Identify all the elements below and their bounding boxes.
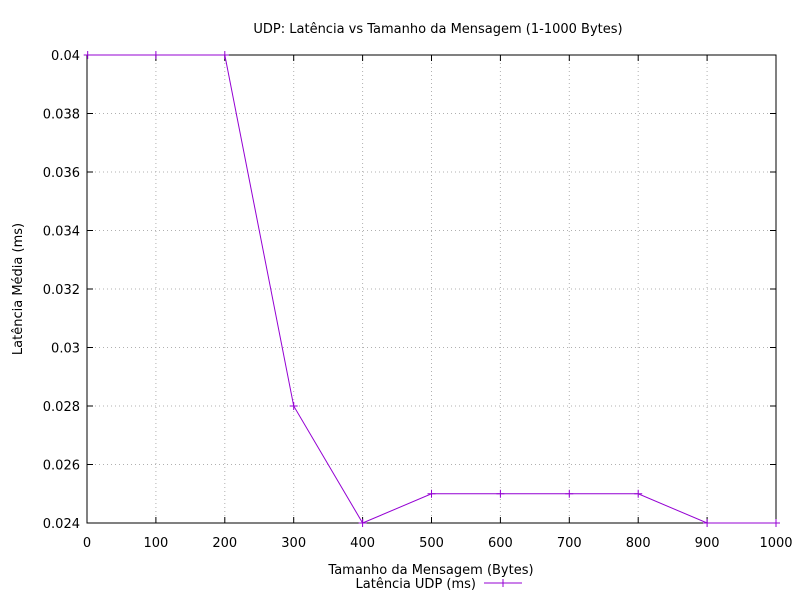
tick-labels: 0 100 200 300 400 500 600 700 800 900 1000 0.024 0.0… (43, 49, 793, 551)
y-tick-label: 0.038 (43, 108, 80, 123)
y-tick-label: 0.028 (43, 400, 80, 415)
y-tick-label: 0.036 (43, 166, 80, 181)
x-tick-label: 1000 (759, 536, 792, 551)
data-point (289, 402, 298, 410)
data-point (565, 489, 574, 498)
y-tick-label: 0.03 (51, 342, 80, 357)
y-tick-label: 0.024 (43, 517, 80, 532)
x-tick-label: 700 (557, 536, 582, 551)
data-point (496, 489, 505, 498)
x-tick-label: 800 (626, 536, 651, 551)
data-point (220, 51, 229, 59)
data-point (772, 519, 780, 527)
x-axis-title: Tamanho da Mensagem (Bytes) (327, 563, 533, 578)
legend-marker (499, 579, 507, 587)
data-point (634, 489, 643, 498)
x-tick-label: 200 (212, 536, 237, 551)
y-tick-label: 0.04 (51, 49, 80, 64)
x-tick-label: 500 (419, 536, 444, 551)
data-point (427, 489, 436, 498)
legend-label: Latência UDP (ms) (356, 577, 476, 592)
data-point (358, 519, 367, 527)
legend: Latência UDP (ms) (356, 577, 522, 592)
chart-title: UDP: Latência vs Tamanho da Mensagem (1-… (253, 22, 622, 37)
y-tick-label: 0.032 (43, 283, 80, 298)
x-tick-label: 100 (143, 536, 168, 551)
tick-marks (86, 54, 777, 524)
grid (87, 55, 776, 523)
data-point (151, 51, 160, 59)
y-tick-label: 0.026 (43, 459, 80, 474)
y-axis-title: Latência Média (ms) (11, 223, 26, 355)
x-tick-label: 0 (83, 536, 91, 551)
x-tick-label: 900 (695, 536, 720, 551)
x-tick-label: 600 (488, 536, 513, 551)
series (83, 51, 780, 527)
data-point (703, 519, 712, 527)
x-tick-label: 400 (350, 536, 375, 551)
x-tick-label: 300 (281, 536, 306, 551)
y-tick-label: 0.034 (43, 225, 80, 240)
data-point (83, 51, 92, 59)
